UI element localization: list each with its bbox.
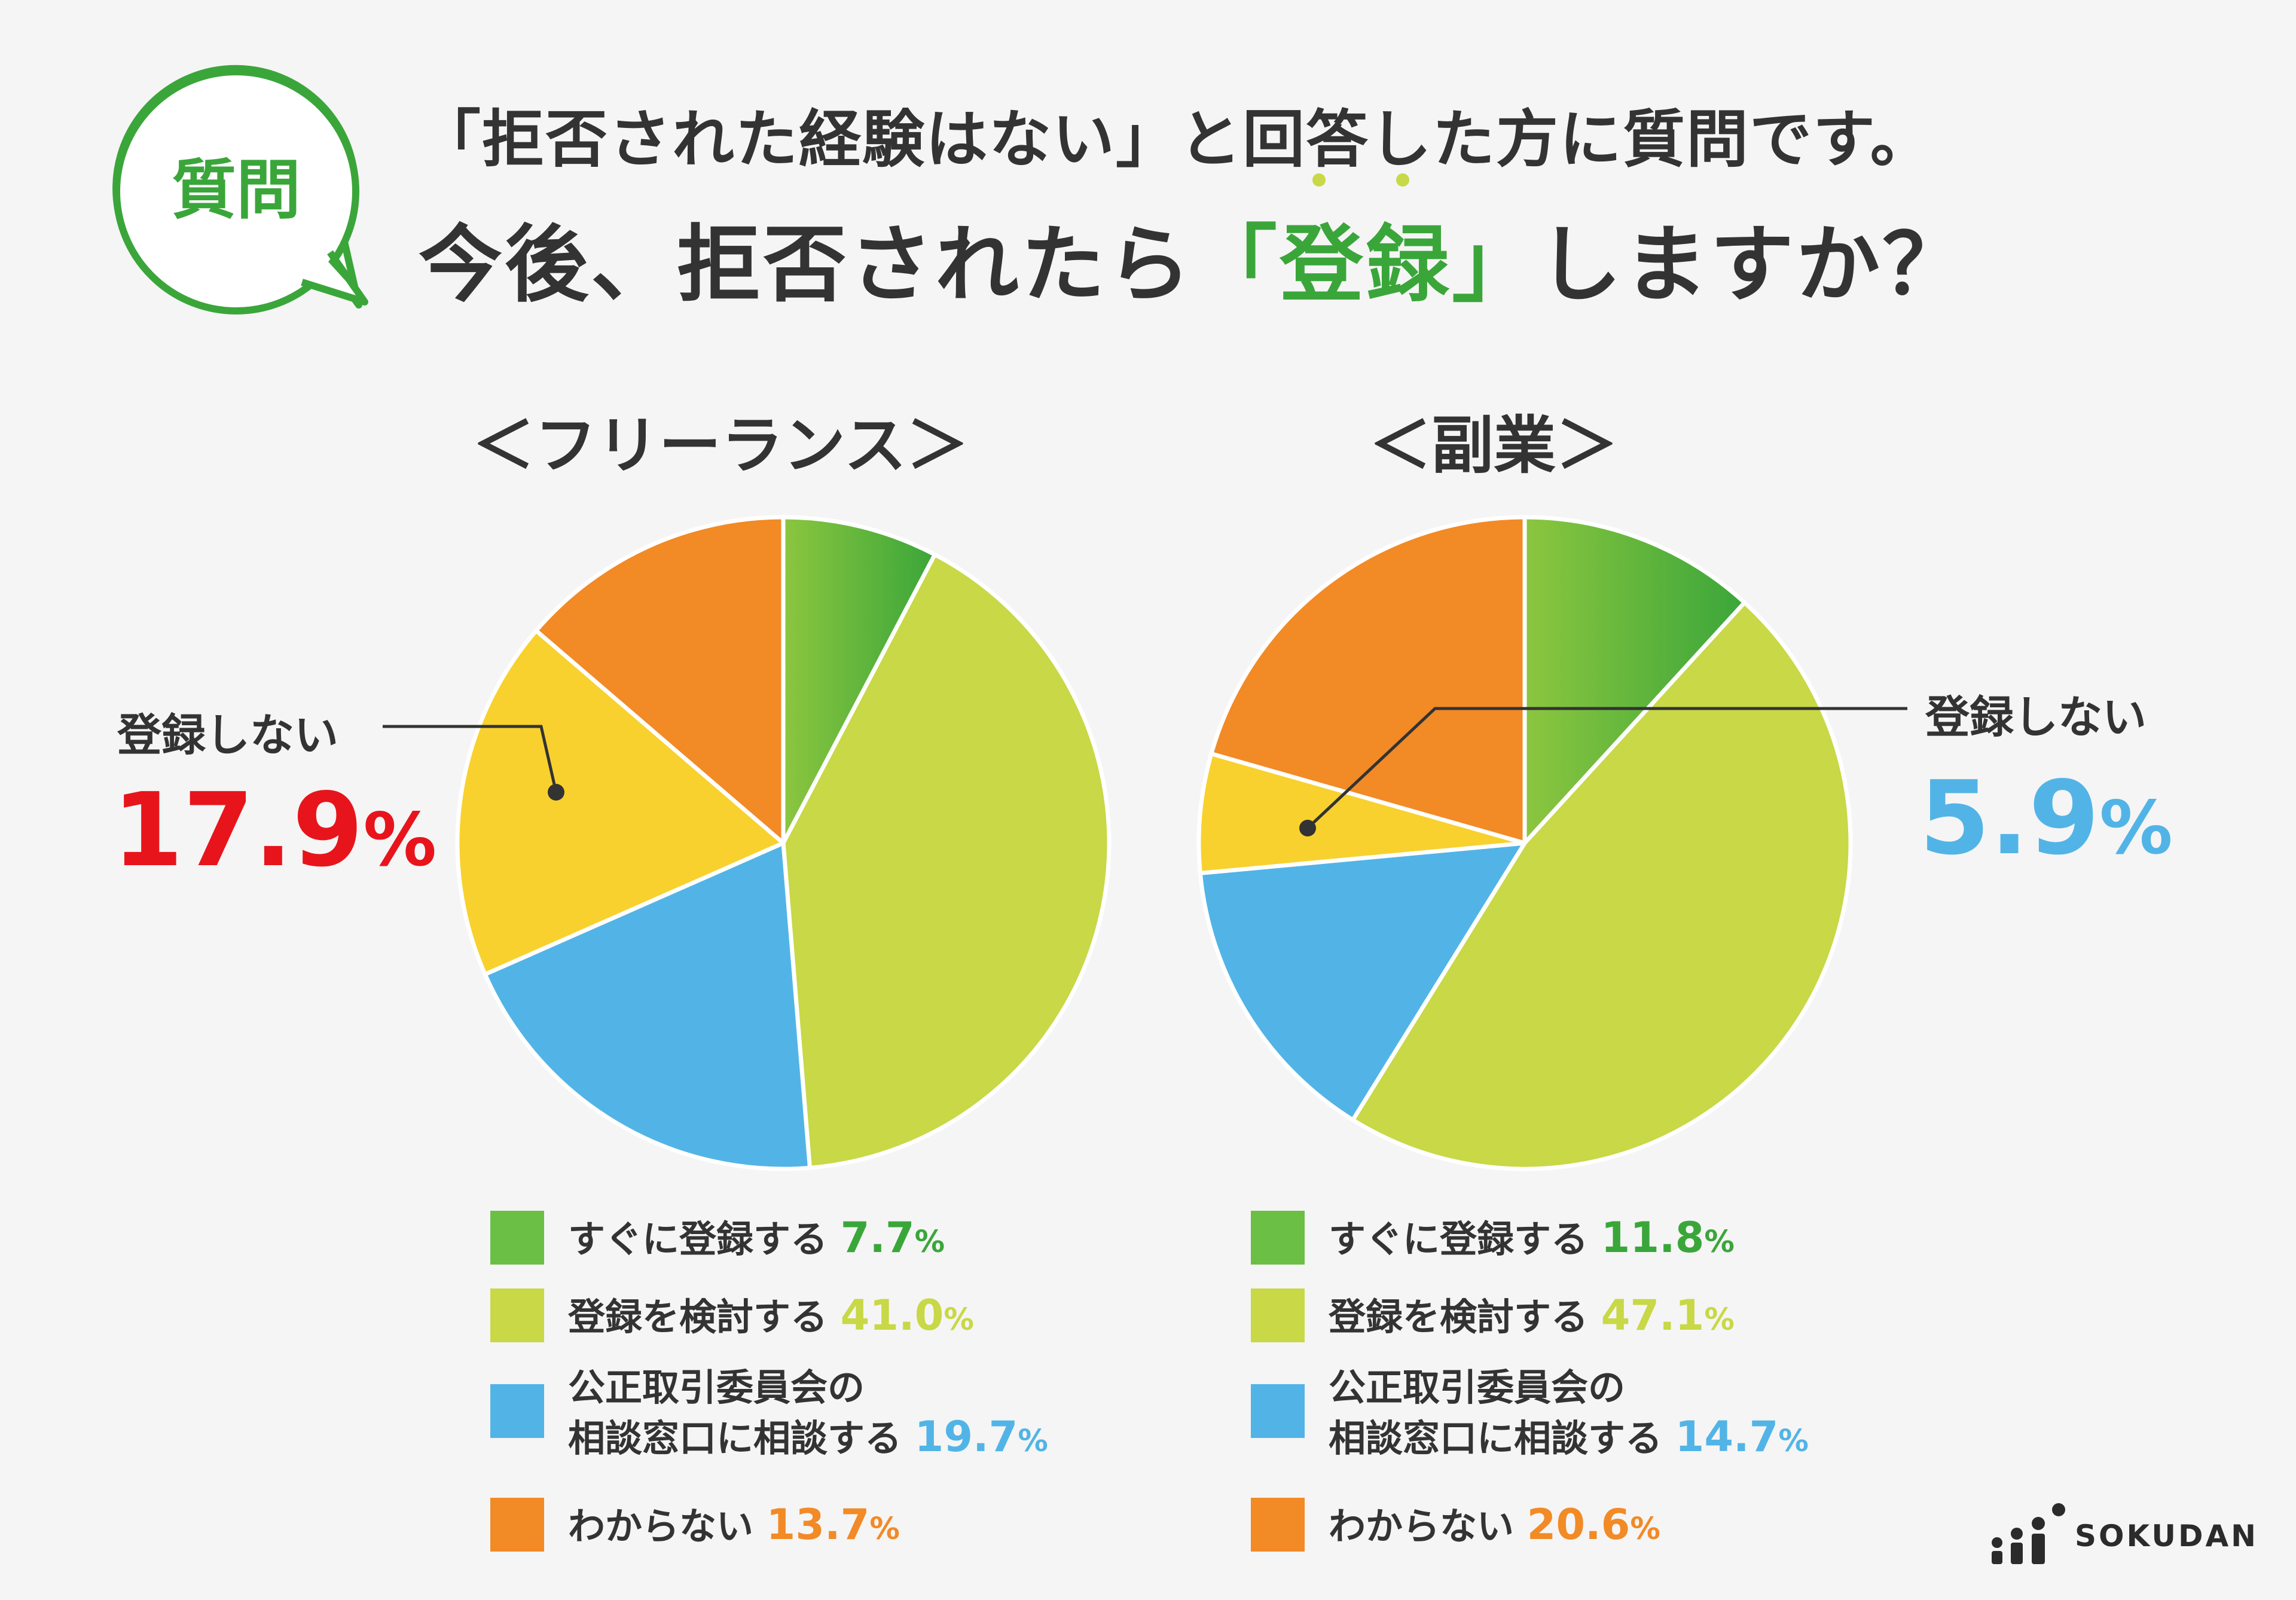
legend-number: 14.7 — [1675, 1412, 1779, 1461]
legend-number: 13.7 — [766, 1500, 870, 1549]
slice-immediate — [781, 515, 938, 845]
legend-item-dontknow-freelance: わからない 13.7% — [490, 1498, 1028, 1558]
legend-text: 公正取引委員会の 相談窓口に相談する 19.7% — [568, 1363, 1048, 1465]
legend-item-consult-sidejob: 公正取引委員会の 相談窓口に相談する 14.7% — [1251, 1366, 1849, 1477]
slice-not-register — [1196, 752, 1527, 875]
sokudan-logo-text: SOKUDAN — [2075, 1519, 2259, 1553]
header-main-highlight: 登録 — [1280, 173, 1452, 318]
legend-label: わからない — [568, 1504, 754, 1548]
legend-text: わからない 13.7% — [568, 1500, 900, 1553]
header-question-line: 「拒否された経験はない」と回答した方に質問です。 — [419, 103, 1934, 176]
legend-number: 47.1 — [1601, 1291, 1705, 1340]
emphasis-dot — [1396, 173, 1410, 187]
callout-number-freelance: 17.9 — [112, 771, 364, 890]
emphasis-dot — [1312, 173, 1326, 187]
legend-swatch-consult — [490, 1384, 544, 1438]
legend-unit: % — [1704, 1224, 1735, 1259]
legend-label-line2: 相談窓口に相談する — [1329, 1416, 1663, 1460]
legend-value: 19.7% — [915, 1412, 1048, 1461]
legend-value: 7.7% — [841, 1213, 945, 1262]
legend-value: 47.1% — [1601, 1291, 1735, 1340]
legend-text: すぐに登録する 7.7% — [568, 1213, 945, 1266]
legend-unit: % — [1018, 1423, 1048, 1458]
header-main-open-bracket: 「 — [1193, 216, 1280, 314]
callout-number-sidejob: 5.9 — [1919, 759, 2100, 878]
slice-dontknow — [1209, 515, 1527, 845]
legend-item-immediate-sidejob: すぐに登録する 11.8% — [1251, 1211, 1789, 1271]
slice-consult — [1198, 841, 1527, 1122]
legend-item-consider-freelance: 登録を検討する 41.0% — [490, 1288, 1028, 1348]
header-main-pre: 今後、拒否されたら — [419, 216, 1194, 314]
legend-text: 登録を検討する 41.0% — [568, 1291, 974, 1344]
legend-label: わからない — [1329, 1504, 1515, 1548]
legend-unit: % — [1778, 1423, 1809, 1458]
legend-number: 7.7 — [840, 1213, 915, 1262]
legend-swatch-immediate — [490, 1211, 544, 1265]
sokudan-logo-icon — [1992, 1503, 2065, 1564]
legend-number: 19.7 — [914, 1412, 1018, 1461]
header-main-post: しますか？ — [1538, 216, 1969, 314]
legend-value: 20.6% — [1527, 1500, 1660, 1549]
legend-swatch-consider — [1251, 1288, 1305, 1342]
slice-consider — [781, 552, 1112, 1170]
header-main-highlight-text: 登録 — [1280, 216, 1452, 314]
legend-unit: % — [1704, 1302, 1735, 1337]
legend-value: 41.0% — [841, 1291, 974, 1340]
callout-label-sidejob: 登録しない — [1925, 692, 2147, 743]
slice-consult — [483, 841, 812, 1171]
legend-number: 41.0 — [840, 1291, 944, 1340]
callout-value-sidejob: 5.9% — [1919, 759, 2173, 878]
legend-swatch-dontknow — [1251, 1498, 1305, 1552]
chart-title-sidejob: ＜副業＞ — [1369, 409, 1619, 482]
legend-number: 11.8 — [1601, 1213, 1705, 1262]
slice-dontknow — [534, 515, 786, 845]
legend-swatch-consider — [490, 1288, 544, 1342]
question-badge-label: 質問 — [172, 153, 301, 228]
legend-item-consider-sidejob: 登録を検討する 47.1% — [1251, 1288, 1789, 1348]
legend-label: 登録を検討する — [1329, 1295, 1589, 1339]
legend-swatch-immediate — [1251, 1211, 1305, 1265]
legend-label: すぐに登録する — [568, 1217, 828, 1261]
legend-unit: % — [869, 1511, 900, 1546]
legend-swatch-consult — [1251, 1384, 1305, 1438]
header-main-question: 今後、拒否されたら「 登録」しますか？ — [419, 173, 1969, 318]
legend-label-line2: 相談窓口に相談する — [568, 1416, 902, 1460]
legend-item-consult-freelance: 公正取引委員会の 相談窓口に相談する 19.7% — [490, 1366, 1088, 1477]
legend-unit: % — [914, 1224, 945, 1259]
slice-immediate — [1522, 515, 1747, 845]
callout-label-freelance: 登録しない — [117, 710, 338, 761]
legend-unit: % — [1630, 1511, 1660, 1546]
pie-chart-freelance — [455, 515, 1112, 1171]
legend-label: すぐに登録する — [1329, 1217, 1589, 1261]
legend-value: 11.8% — [1601, 1213, 1735, 1262]
chart-title-freelance: ＜フリーランス＞ — [472, 409, 969, 482]
legend-label-line1: 公正取引委員会の — [568, 1366, 865, 1409]
question-badge: 質問 — [112, 65, 368, 314]
legend-swatch-dontknow — [490, 1498, 544, 1552]
legend-text: すぐに登録する 11.8% — [1329, 1213, 1735, 1266]
callout-unit-sidejob: % — [2099, 785, 2173, 871]
legend-text: わからない 20.6% — [1329, 1500, 1660, 1553]
legend-unit: % — [944, 1302, 974, 1337]
legend-label-line1: 公正取引委員会の — [1329, 1366, 1626, 1409]
legend-number: 20.6 — [1526, 1500, 1631, 1549]
slice-consider — [1351, 600, 1853, 1171]
pie-chart-sidejob — [1196, 515, 1853, 1171]
legend-item-immediate-freelance: すぐに登録する 7.7% — [490, 1211, 1028, 1271]
legend-item-dontknow-sidejob: わからない 20.6% — [1251, 1498, 1789, 1558]
legend-value: 13.7% — [767, 1500, 900, 1549]
legend-label: 登録を検討する — [568, 1295, 828, 1339]
slice-not-register — [455, 628, 786, 977]
legend-value: 14.7% — [1675, 1412, 1809, 1461]
header-main-close-bracket: 」 — [1452, 216, 1538, 314]
legend-text: 登録を検討する 47.1% — [1329, 1291, 1735, 1344]
callout-unit-freelance: % — [363, 797, 437, 883]
callout-value-freelance: 17.9% — [112, 771, 436, 890]
legend-text: 公正取引委員会の 相談窓口に相談する 14.7% — [1329, 1363, 1809, 1465]
